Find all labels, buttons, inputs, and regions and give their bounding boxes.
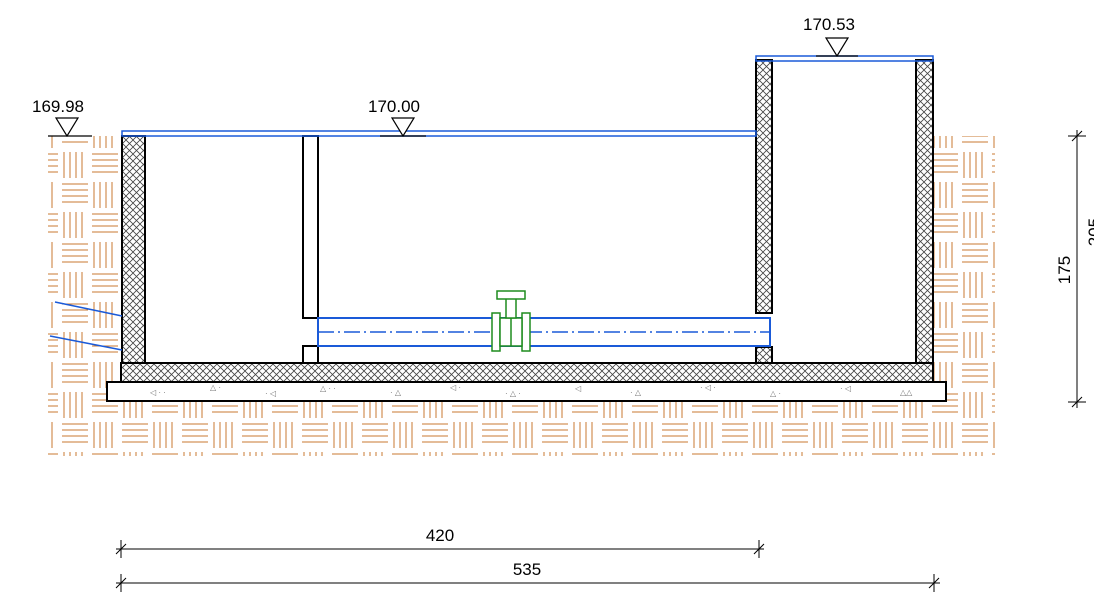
svg-text:· △ ·: · △ ·: [505, 389, 521, 398]
svg-text:◁: ◁: [575, 384, 582, 393]
dimension-535: [115, 574, 940, 592]
blinding-layer: [106, 381, 947, 402]
elevation-right-label: 170.53: [803, 15, 855, 34]
cover-low: [121, 130, 757, 137]
blinding-aggregate: ◁ · · △ · · ◁ △ · · · △ ◁ · · △ · ◁ · △ · ◁ · △…: [150, 383, 913, 398]
svg-text:· ◁: · ◁: [840, 384, 852, 393]
dimension-175-label: 175: [1055, 256, 1074, 284]
dimension-175: [1068, 130, 1086, 408]
soil-bottom: [48, 401, 995, 456]
svg-text:· ◁: · ◁: [265, 389, 277, 398]
wall-divider-base: [302, 345, 319, 364]
elevation-marker-right: 170.53: [803, 15, 858, 58]
elevation-center-label: 170.00: [368, 97, 420, 116]
valve: [491, 290, 531, 352]
wall-right: [915, 59, 934, 364]
wall-divider: [302, 135, 319, 319]
svg-text:△ ·: △ ·: [210, 383, 221, 392]
svg-text:△ · ·: △ · ·: [320, 384, 336, 393]
inlet-pipe-2: [49, 335, 123, 351]
base-slab: [120, 362, 934, 383]
elevation-left-label: 169.98: [32, 97, 84, 116]
svg-text:· △: · △: [630, 388, 642, 397]
inlet-pipe-1: [54, 301, 123, 317]
elevation-marker-center: 170.00: [368, 97, 426, 138]
dimension-420-label: 420: [426, 526, 454, 545]
svg-text:· △: · △: [390, 388, 402, 397]
svg-text:△△: △△: [900, 388, 913, 397]
dimension-535-label: 535: [513, 560, 541, 579]
wall-mid-high: [755, 59, 773, 314]
svg-text:◁ ·: ◁ ·: [450, 383, 461, 392]
wall-mid-base: [755, 346, 773, 364]
dimension-205-label: 205: [1085, 218, 1094, 246]
svg-text:· ◁ ·: · ◁ ·: [700, 383, 716, 392]
wall-left: [121, 135, 146, 364]
cover-high: [755, 55, 934, 62]
elevation-marker-left: 169.98: [32, 97, 92, 138]
svg-text:△ ·: △ ·: [770, 389, 781, 398]
svg-text:◁ · ·: ◁ · ·: [150, 388, 166, 397]
dimension-420: [115, 540, 765, 558]
